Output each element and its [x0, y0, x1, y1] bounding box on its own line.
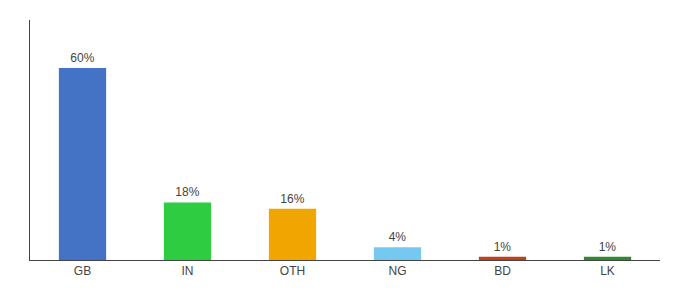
- svg-text:4%: 4%: [389, 230, 407, 244]
- svg-text:18%: 18%: [175, 185, 199, 199]
- svg-text:LK: LK: [600, 264, 615, 278]
- svg-text:60%: 60%: [70, 51, 94, 65]
- svg-text:GB: GB: [74, 264, 91, 278]
- svg-text:16%: 16%: [280, 192, 304, 206]
- svg-text:1%: 1%: [494, 240, 512, 254]
- svg-text:OTH: OTH: [280, 264, 305, 278]
- svg-text:1%: 1%: [599, 240, 617, 254]
- svg-text:IN: IN: [182, 264, 194, 278]
- svg-text:NG: NG: [389, 264, 407, 278]
- svg-text:BD: BD: [494, 264, 511, 278]
